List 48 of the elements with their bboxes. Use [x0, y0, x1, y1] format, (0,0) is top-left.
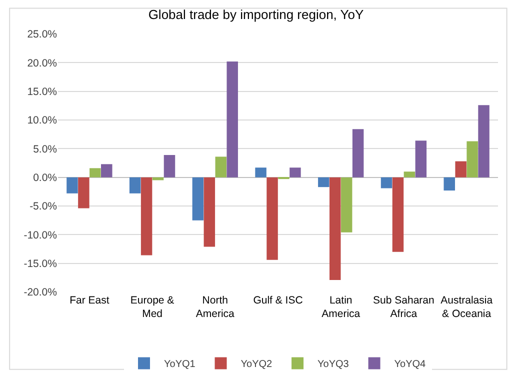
bar: [444, 177, 455, 191]
bar: [404, 172, 416, 178]
bar: [455, 161, 466, 178]
legend-label: YoYQ4: [394, 359, 426, 370]
x-tick-label: Europe & Med: [130, 294, 174, 320]
bar: [352, 129, 364, 178]
y-tick-label: 10.0%: [27, 114, 57, 127]
bar: [215, 156, 226, 178]
x-tick-label: Australasia & Oceania: [440, 294, 493, 320]
bar: [478, 105, 490, 178]
bar: [318, 177, 330, 188]
bar: [255, 168, 266, 178]
legend-label: YoYQ1: [164, 359, 196, 370]
y-tick-label: 0.0%: [33, 172, 57, 184]
bar: [129, 177, 141, 194]
y-tick-label: 15.0%: [27, 86, 57, 98]
x-tick-label: Sub Saharan Africa: [373, 294, 435, 320]
y-tick-label: 20.0%: [27, 57, 57, 70]
y-tick-label: -10.0%: [24, 229, 57, 242]
bar: [164, 154, 176, 178]
x-tick-label: North America: [196, 294, 235, 320]
bar: [466, 141, 478, 178]
x-tick-label: Gulf & ISC: [253, 294, 304, 306]
bar: [204, 177, 216, 247]
bar: [380, 177, 392, 188]
y-tick-label: 25.0%: [27, 28, 57, 41]
bar: [290, 168, 301, 178]
legend-label: YoYQ2: [240, 359, 273, 370]
x-tick-label: Latin America: [322, 294, 360, 320]
bar: [90, 168, 101, 178]
bar: [392, 177, 404, 252]
chart-title: Global trade by importing region, YoY: [148, 6, 364, 22]
legend-label: YoYQ3: [318, 359, 350, 370]
bar: [266, 177, 278, 260]
x-tick-label: Far East: [70, 294, 110, 306]
y-tick-label: -20.0%: [24, 286, 57, 299]
bar: [192, 177, 204, 220]
bar: [78, 177, 90, 208]
bar: [340, 177, 352, 232]
bar: [415, 140, 427, 178]
bar: [330, 177, 341, 280]
y-tick-label: -5.0%: [30, 200, 57, 213]
y-tick-label: 5.0%: [33, 143, 57, 156]
y-tick-label: -15.0%: [24, 258, 57, 270]
bar: [140, 177, 152, 256]
bar: [101, 164, 112, 178]
bar: [226, 62, 238, 178]
bar: [66, 177, 78, 194]
